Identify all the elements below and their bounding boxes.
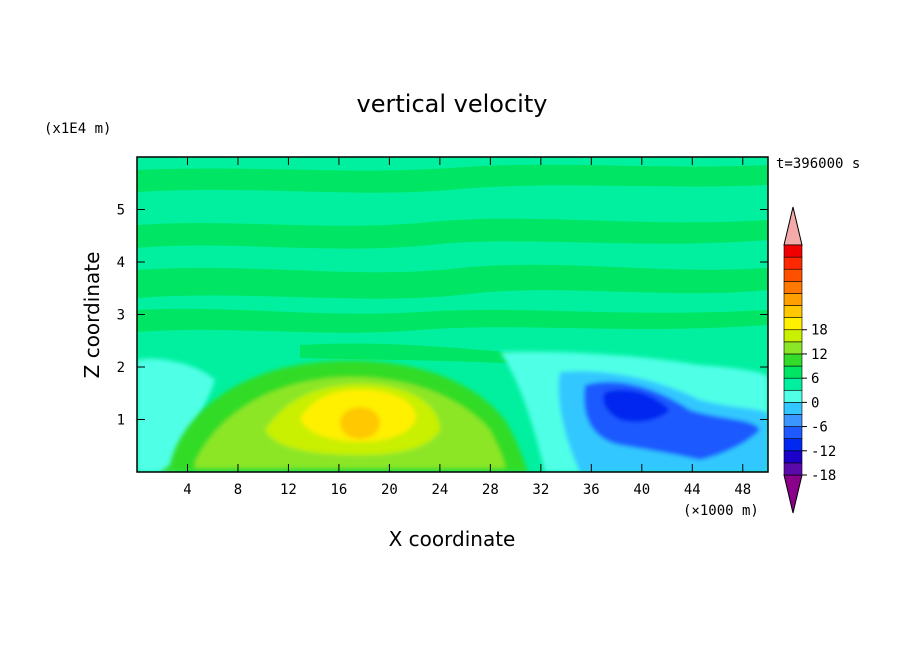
x-axis-label: X coordinate <box>389 527 516 551</box>
x-tick-label: 12 <box>280 482 297 498</box>
x-tick-label: 4 <box>183 482 191 498</box>
colorbar-segment <box>783 293 803 306</box>
colorbar-label: 6 <box>811 371 819 387</box>
x-tick-label: 16 <box>330 482 347 498</box>
updraft-shading <box>160 360 528 472</box>
x-tick-label: 40 <box>633 482 650 498</box>
colorbar-segment <box>783 329 803 343</box>
colorbar-label: -12 <box>811 444 836 460</box>
colorbar-segment <box>783 341 803 355</box>
colorbar-label: 18 <box>811 323 828 339</box>
colorbar-segment <box>783 450 803 464</box>
colorbar-segment <box>783 244 803 258</box>
colorbar-segment <box>783 365 803 379</box>
x-tick-label: 8 <box>234 482 242 498</box>
y-tick-label: 1 <box>117 413 125 429</box>
x-tick-label: 44 <box>684 482 701 498</box>
chart-title: vertical velocity <box>357 90 548 118</box>
colorbar-segment <box>783 402 803 415</box>
x-tick-label: 24 <box>431 482 448 498</box>
colorbar-segment <box>783 268 803 282</box>
colorbar-label: -18 <box>811 468 836 484</box>
colorbar: 18 12 6 0 -6 -12 -18 <box>783 206 836 514</box>
y-axis-ticks: 1 2 3 4 5 <box>117 203 768 429</box>
x-tick-label: 20 <box>381 482 398 498</box>
colorbar-segment <box>783 438 803 452</box>
colorbar-label: 12 <box>811 347 828 363</box>
weak-downdraft-left <box>137 358 215 472</box>
x-tick-label: 36 <box>583 482 600 498</box>
colorbar-min-arrow <box>783 474 803 514</box>
colorbar-max-arrow <box>783 206 803 246</box>
y-tick-label: 4 <box>117 255 125 271</box>
colorbar-segment <box>783 426 803 439</box>
colorbar-segment <box>783 281 803 294</box>
contour-field <box>137 157 768 472</box>
x-tick-label: 32 <box>532 482 549 498</box>
colorbar-label: -6 <box>811 420 828 436</box>
y-tick-label: 5 <box>117 203 125 219</box>
y-tick-label: 2 <box>117 360 125 376</box>
time-label: t=396000 s <box>776 156 860 172</box>
x-tick-label: 48 <box>734 482 751 498</box>
colorbar-segment <box>783 256 803 270</box>
y-units-label: (x1E4 m) <box>44 121 111 137</box>
weak-updraft-bands <box>137 164 768 365</box>
y-axis-label: Z coordinate <box>80 252 104 379</box>
colorbar-segment <box>783 377 803 391</box>
y-tick-label: 3 <box>117 308 125 324</box>
colorbar-segment <box>783 389 803 403</box>
colorbar-label: 0 <box>811 395 819 411</box>
colorbar-segment <box>783 317 803 331</box>
colorbar-segment <box>783 305 803 318</box>
colorbar-segment <box>783 462 803 476</box>
colorbar-segment <box>783 414 803 427</box>
x-axis-ticks: 4 8 12 16 20 24 28 32 36 40 44 48 <box>183 157 751 498</box>
downdraft-shading <box>137 351 768 472</box>
x-tick-label: 28 <box>482 482 499 498</box>
colorbar-segment <box>783 353 803 367</box>
updraft-core <box>340 407 380 439</box>
strong-downdraft-core <box>603 389 670 422</box>
x-units-label: (×1000 m) <box>683 503 759 519</box>
